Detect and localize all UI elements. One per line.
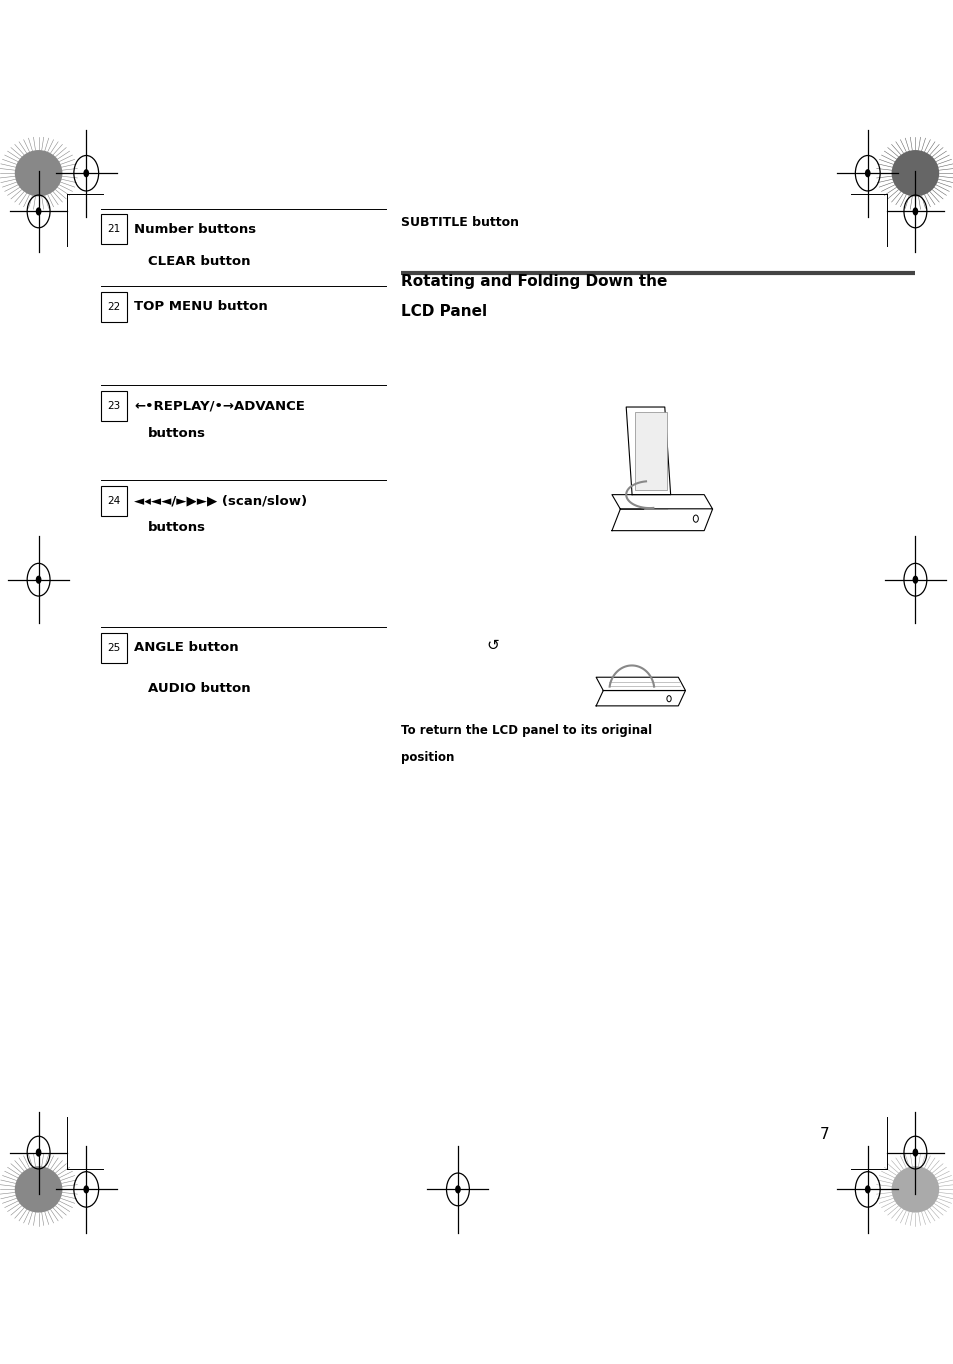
Circle shape — [912, 207, 918, 216]
Text: 24: 24 — [107, 495, 120, 506]
Text: 21: 21 — [107, 224, 120, 235]
Circle shape — [83, 1185, 89, 1194]
Circle shape — [35, 576, 41, 584]
Circle shape — [35, 1148, 41, 1157]
Text: buttons: buttons — [148, 427, 206, 441]
Circle shape — [83, 169, 89, 177]
FancyBboxPatch shape — [635, 412, 666, 490]
Circle shape — [455, 1185, 460, 1194]
FancyBboxPatch shape — [100, 633, 127, 663]
Text: TOP MENU button: TOP MENU button — [133, 300, 268, 314]
Text: ANGLE button: ANGLE button — [133, 641, 238, 655]
Polygon shape — [596, 690, 685, 707]
Text: To return the LCD panel to its original: To return the LCD panel to its original — [400, 723, 651, 737]
Circle shape — [912, 576, 918, 584]
Text: position: position — [400, 750, 454, 764]
Text: ↺: ↺ — [486, 638, 498, 652]
Ellipse shape — [891, 1166, 939, 1213]
Polygon shape — [611, 509, 712, 531]
Text: 22: 22 — [107, 301, 120, 312]
Polygon shape — [596, 678, 685, 690]
Text: SUBTITLE button: SUBTITLE button — [400, 216, 518, 229]
Polygon shape — [611, 495, 712, 509]
Text: Rotating and Folding Down the: Rotating and Folding Down the — [400, 274, 666, 289]
Circle shape — [864, 1185, 870, 1194]
FancyBboxPatch shape — [100, 486, 127, 516]
Text: CLEAR button: CLEAR button — [148, 255, 251, 269]
Circle shape — [35, 207, 41, 216]
Ellipse shape — [14, 150, 62, 196]
Text: LCD Panel: LCD Panel — [400, 304, 486, 319]
FancyBboxPatch shape — [100, 292, 127, 322]
Text: buttons: buttons — [148, 521, 206, 535]
Text: ←•REPLAY/•→ADVANCE: ←•REPLAY/•→ADVANCE — [133, 400, 304, 413]
FancyBboxPatch shape — [100, 214, 127, 244]
Text: 7: 7 — [820, 1128, 829, 1142]
Ellipse shape — [14, 1166, 62, 1213]
Text: Number buttons: Number buttons — [133, 222, 255, 236]
Ellipse shape — [891, 150, 939, 196]
Circle shape — [912, 1148, 918, 1157]
Polygon shape — [625, 406, 670, 495]
Text: AUDIO button: AUDIO button — [148, 682, 251, 696]
Circle shape — [864, 169, 870, 177]
Text: ◄◂◄◄/►▶►▶ (scan/slow): ◄◂◄◄/►▶►▶ (scan/slow) — [133, 494, 307, 507]
Text: 23: 23 — [107, 401, 120, 412]
FancyBboxPatch shape — [100, 391, 127, 421]
Text: 25: 25 — [107, 642, 120, 653]
